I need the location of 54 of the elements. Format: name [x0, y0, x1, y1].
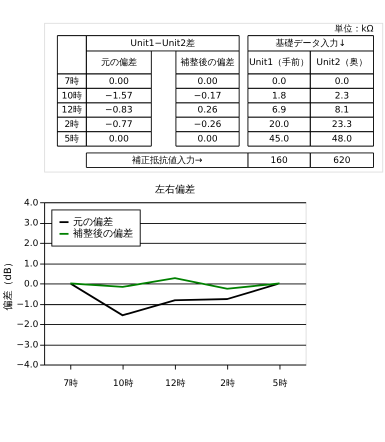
text: 5時 — [64, 134, 80, 145]
text: 10時 — [62, 90, 82, 102]
text: 0.26 — [198, 106, 218, 116]
y-tick-label: 3.0 — [24, 218, 39, 229]
x-tick-label: 12時 — [165, 378, 186, 389]
text: 元の偏差 — [100, 57, 137, 68]
y-axis-title: 偏差（dB） — [2, 257, 14, 310]
text: 620 — [333, 156, 351, 166]
text: 160 — [270, 156, 288, 166]
y-tick-label: −1.0 — [16, 300, 39, 310]
text: Unit1（手前） — [249, 57, 310, 68]
text: 23.3 — [332, 120, 352, 130]
text: −0.26 — [194, 120, 222, 130]
text: 12時 — [62, 104, 82, 116]
chart-title: 左右偏差 — [154, 183, 195, 196]
text: 補正抵抗値入力→ — [132, 154, 203, 166]
text: 2.3 — [334, 91, 350, 102]
text: 1.8 — [272, 91, 287, 102]
text: 単位：kΩ — [334, 24, 374, 35]
y-tick-label: −2.0 — [16, 320, 39, 330]
x-tick-label: 7時 — [63, 378, 78, 389]
text: 2時 — [64, 119, 80, 130]
legend-label: 元の偏差 — [73, 216, 114, 228]
y-tick-label: 2.0 — [24, 239, 39, 250]
text: 補整後の偏差 — [180, 57, 235, 68]
text: 8.1 — [334, 106, 350, 116]
y-tick-label: −3.0 — [16, 340, 39, 350]
text: 基礎データ入力↓ — [275, 38, 346, 49]
text: 48.0 — [332, 134, 352, 145]
text: 0.0 — [272, 76, 287, 87]
text: Unit2（奥） — [316, 57, 368, 68]
y-tick-label: 4.0 — [24, 198, 39, 208]
text: 0.00 — [198, 76, 218, 87]
text: 0.00 — [198, 134, 218, 145]
text: −0.17 — [194, 91, 222, 102]
x-tick-label: 5時 — [272, 378, 288, 389]
text: 0.00 — [108, 134, 130, 145]
y-tick-label: 1.0 — [24, 259, 39, 270]
x-tick-label: 2時 — [220, 378, 236, 389]
y-tick-label: −4.0 — [16, 360, 39, 371]
text: 6.9 — [272, 106, 287, 116]
text: 7時 — [64, 76, 80, 87]
text: Unit1−Unit2差 — [130, 38, 196, 49]
text: 45.0 — [269, 134, 290, 145]
text: 20.0 — [269, 120, 290, 130]
text: −1.57 — [105, 91, 133, 102]
text: −0.77 — [105, 120, 133, 130]
text: −0.83 — [105, 106, 133, 116]
legend-label: 補整後の偏差 — [73, 228, 134, 240]
text: 0.0 — [334, 76, 350, 87]
x-tick-label: 10時 — [112, 378, 134, 389]
line-series — [69, 277, 280, 290]
text: 0.00 — [108, 76, 130, 87]
y-tick-label: 0.0 — [24, 280, 39, 290]
